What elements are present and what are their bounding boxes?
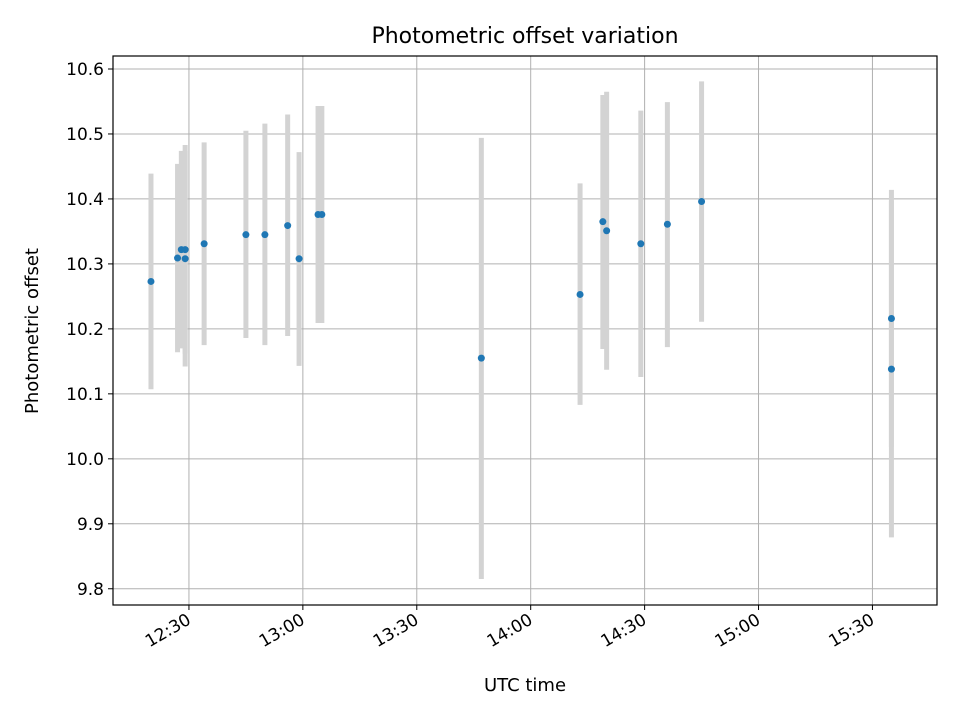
data-point [887,365,895,373]
data-point [599,218,607,226]
data-point [637,240,645,248]
y-tick-label: 10.6 [66,60,104,80]
y-tick-label: 10.0 [66,450,104,470]
x-axis-label: UTC time [484,675,566,696]
data-point [477,354,485,362]
data-point [181,246,189,254]
y-tick-label: 10.2 [66,320,104,340]
data-point [698,198,706,206]
y-tick-label: 10.5 [66,125,104,145]
y-tick-label: 9.8 [77,580,104,600]
chart-title: Photometric offset variation [371,24,678,49]
data-point [318,211,326,219]
data-points [147,198,895,373]
data-point [663,220,671,228]
y-axis-label: Photometric offset [22,248,43,414]
data-point [295,255,303,263]
y-axis: 9.8 9.9 10.0 10.1 10.2 10.3 10.4 10.5 10.6 [66,60,113,600]
data-point [261,231,269,239]
data-point [147,277,155,285]
y-tick-label: 9.9 [77,515,104,535]
y-tick-label: 10.3 [66,255,104,275]
grid [113,56,937,605]
data-point [200,240,208,248]
data-point [887,314,895,322]
data-point [242,231,250,239]
data-point [181,255,189,263]
data-point [603,227,611,235]
data-point [174,254,182,262]
data-point [576,290,584,298]
y-tick-label: 10.4 [66,190,104,210]
y-tick-label: 10.1 [66,385,104,405]
data-point [284,222,292,230]
plot-frame [112,55,938,606]
